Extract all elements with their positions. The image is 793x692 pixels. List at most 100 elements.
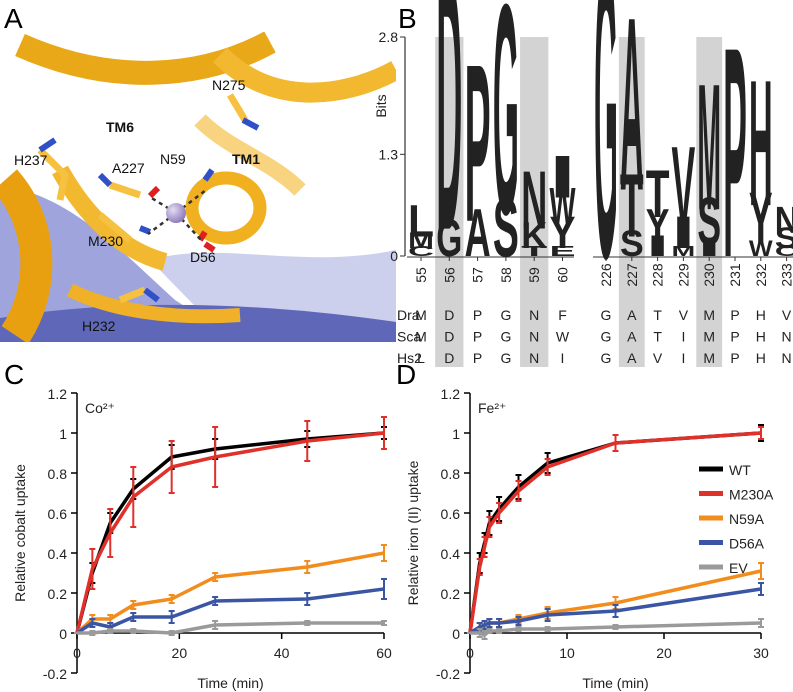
position-label: 233	[779, 263, 793, 287]
position-label: 58	[498, 267, 514, 283]
residue: N	[529, 350, 539, 366]
logo-letter: G	[436, 210, 462, 268]
legend-label: WT	[729, 462, 751, 478]
position-label: 57	[470, 267, 486, 283]
legend-label: N59A	[729, 511, 765, 527]
annotation: Fe²⁺	[478, 400, 506, 416]
y-tick-label: 0.6	[441, 506, 461, 522]
y-tick-label: 0	[390, 248, 398, 264]
y-tick-label: 0.8	[48, 466, 68, 482]
logo-letter: E	[549, 243, 575, 260]
position-label: 232	[753, 263, 769, 287]
residue: D	[444, 307, 454, 323]
residue: P	[730, 329, 739, 345]
logo-letter: I	[646, 230, 670, 263]
residue: N	[782, 329, 792, 345]
y-axis-label: Bits	[373, 94, 389, 117]
logo-letter: A	[620, 0, 644, 242]
position-label: 60	[555, 267, 571, 283]
position-label: 226	[598, 263, 614, 287]
x-tick-label: 20	[172, 645, 188, 661]
series-line	[76, 587, 385, 635]
panel-label: C	[4, 359, 24, 390]
residue: T	[653, 329, 662, 345]
residue: H	[756, 329, 766, 345]
residue: I	[561, 350, 565, 366]
x-tick-label: 20	[656, 645, 672, 661]
structure-label: TM6	[106, 119, 134, 135]
x-tick-label: 60	[376, 645, 392, 661]
x-tick-label: 0	[466, 645, 474, 661]
x-tick-label: 0	[73, 645, 81, 661]
x-tick-label: 40	[274, 645, 290, 661]
residue: F	[558, 307, 567, 323]
column-highlight	[696, 37, 723, 367]
y-tick-label: 0.2	[441, 586, 461, 602]
position-label: 56	[441, 267, 457, 283]
logo-letter: Y	[549, 208, 575, 258]
residue: M	[415, 329, 427, 345]
position-label: 55	[413, 267, 429, 283]
sequence-name: Sca	[397, 329, 421, 345]
y-tick-label: 0.2	[48, 586, 68, 602]
residue: T	[653, 307, 662, 323]
position-label: 227	[624, 263, 640, 287]
legend-label: M230A	[729, 487, 774, 503]
x-tick-label: 30	[753, 645, 769, 661]
logo-letter: W	[549, 179, 575, 237]
logo-letter: S	[697, 184, 721, 259]
panel-label: D	[396, 359, 416, 390]
residue: P	[473, 350, 482, 366]
structure-label: A227	[112, 160, 145, 176]
structure-label: H237	[14, 152, 48, 168]
logo-letter: N	[521, 154, 547, 246]
series-line	[75, 431, 385, 634]
residue: I	[681, 350, 685, 366]
y-tick-label: 0	[59, 626, 67, 642]
position-label: 228	[650, 263, 666, 287]
legend-label: EV	[729, 560, 748, 576]
y-tick-label: 0.6	[48, 506, 68, 522]
series-line	[468, 431, 762, 634]
residue: D	[444, 329, 454, 345]
residue: G	[601, 350, 612, 366]
residue: P	[473, 329, 482, 345]
y-tick-label: 1	[452, 426, 460, 442]
residue: A	[627, 350, 637, 366]
residue: V	[653, 350, 663, 366]
logo-letter: I	[697, 235, 721, 260]
x-axis-label: Time (min)	[582, 675, 648, 691]
annotation: Co²⁺	[85, 400, 115, 416]
residue: G	[500, 350, 511, 366]
residue: H	[756, 350, 766, 366]
residue: I	[681, 329, 685, 345]
position-label: 59	[526, 267, 542, 283]
series-line	[470, 621, 762, 637]
residue: P	[730, 350, 739, 366]
structure-label: N275	[212, 77, 246, 93]
y-tick-label: 0	[452, 626, 460, 642]
column-highlight	[618, 37, 645, 367]
structure-label: D56	[190, 249, 216, 265]
residue: A	[627, 307, 637, 323]
structure-label: TM1	[232, 151, 260, 167]
logo-letter: P	[723, 0, 747, 320]
x-axis-label: Time (min)	[197, 675, 263, 691]
logo-letter: S	[493, 182, 519, 274]
residue: M	[703, 307, 715, 323]
logo-letter: M	[697, 46, 721, 247]
logo-letter: D	[436, 0, 462, 307]
residue: G	[601, 329, 612, 345]
residue: G	[500, 307, 511, 323]
residue: A	[627, 329, 637, 345]
logo-letter: N	[775, 199, 793, 241]
residue: G	[500, 329, 511, 345]
logo-letter: A	[465, 194, 491, 270]
residue: N	[529, 329, 539, 345]
logo-letter: T	[620, 156, 644, 256]
series-line	[75, 431, 385, 634]
column-highlight	[435, 37, 464, 367]
logo-letter: T	[646, 157, 670, 232]
column-highlight	[520, 37, 549, 367]
